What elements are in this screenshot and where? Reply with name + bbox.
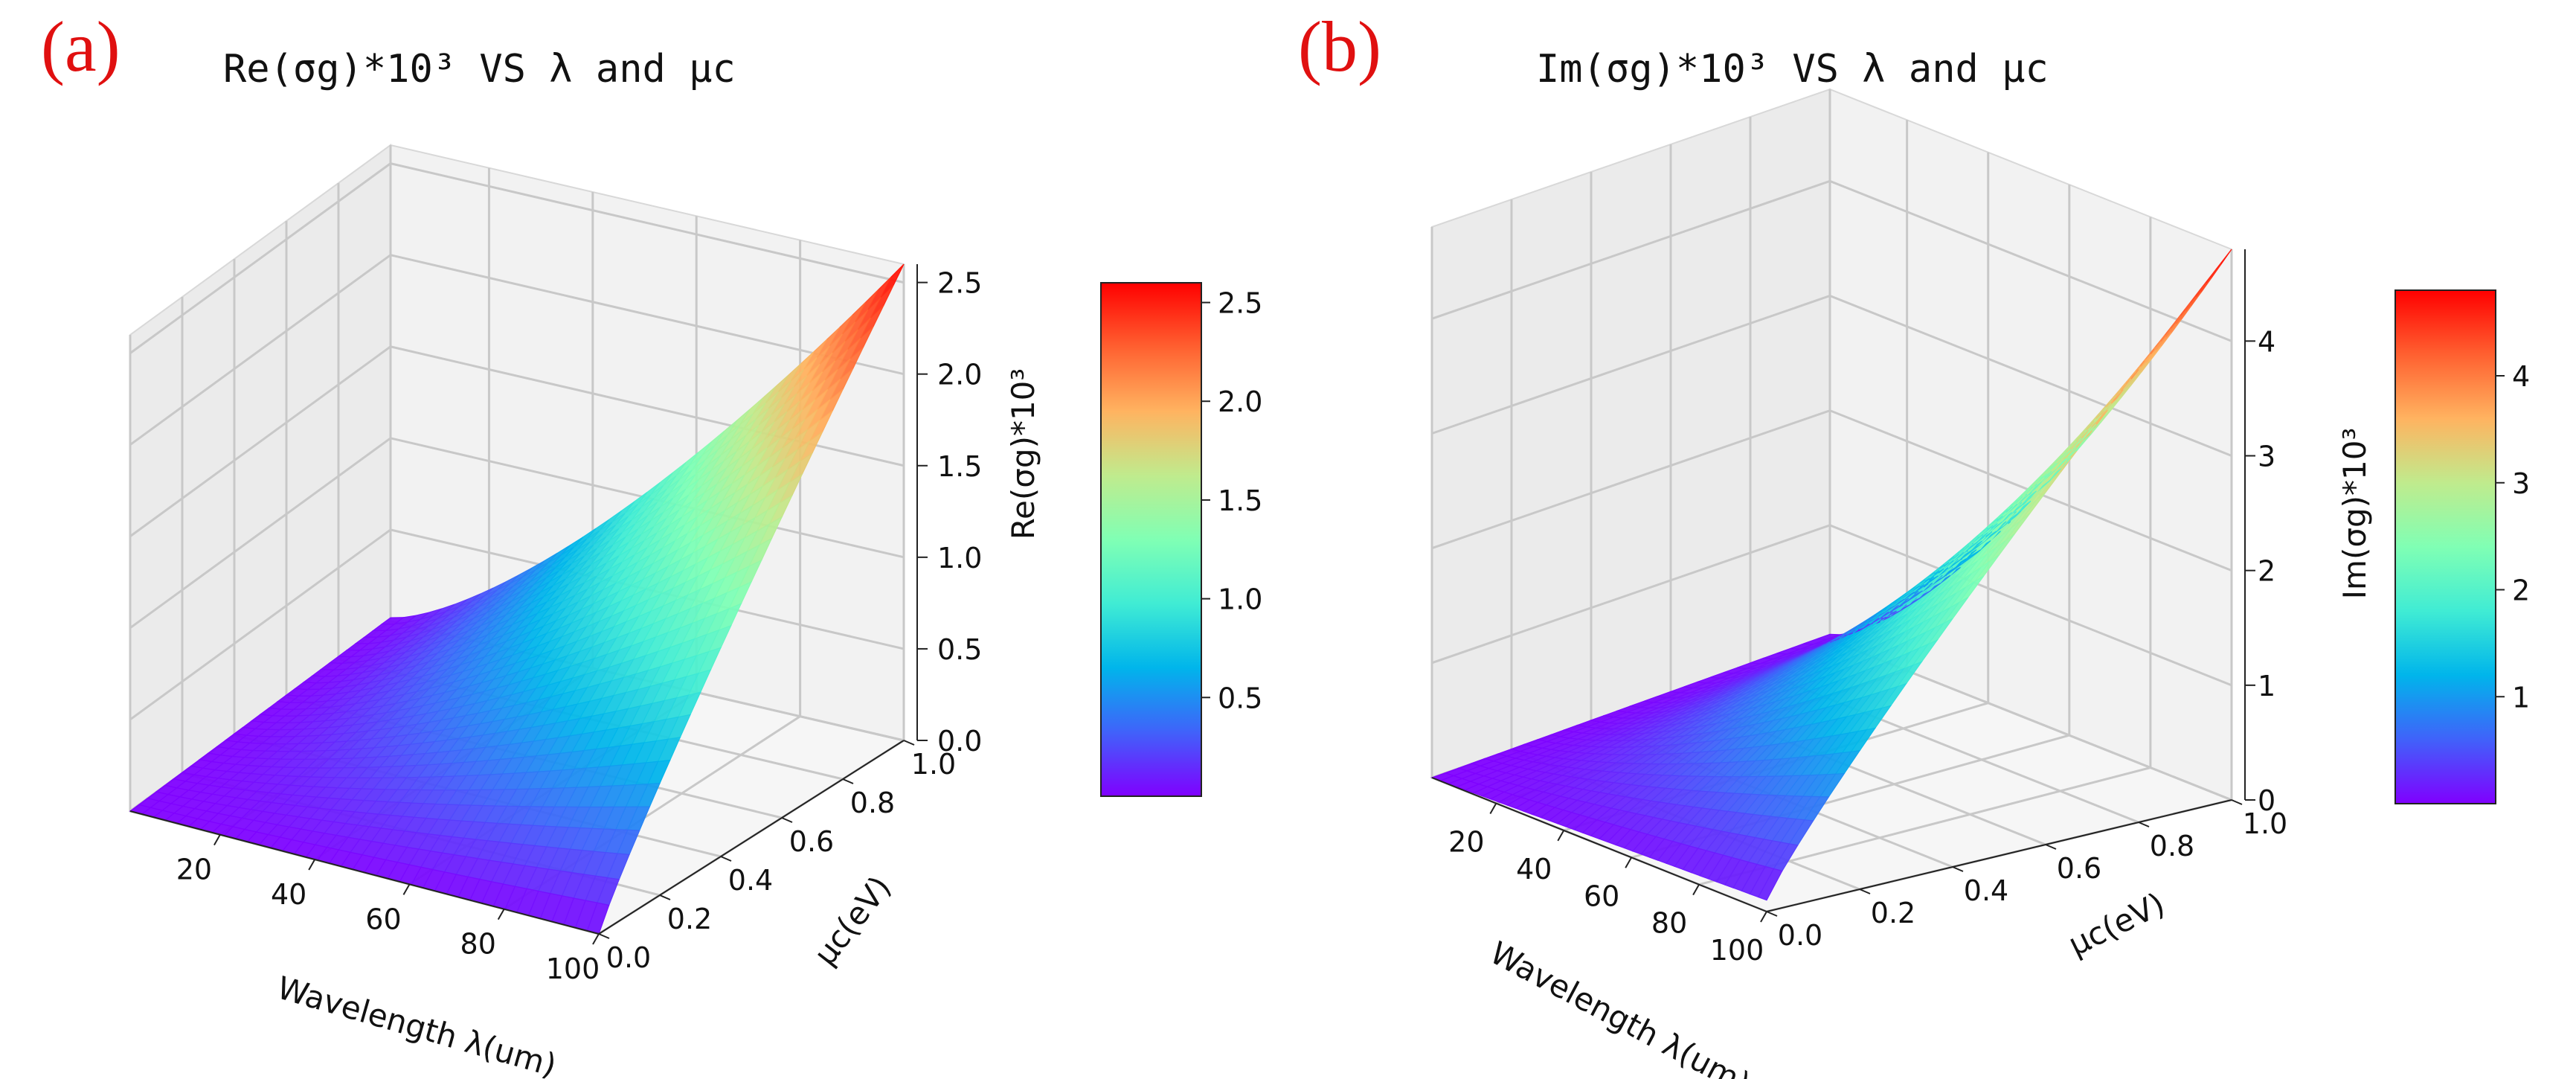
y-tick-label: 0.2 bbox=[1871, 897, 1915, 929]
colorbar-tick-label: 2.0 bbox=[1218, 385, 1262, 418]
x-tick-label: 60 bbox=[365, 903, 401, 935]
z-axis-label: Im(σg)*10³ bbox=[2336, 428, 2373, 600]
x-tick-label: 60 bbox=[1584, 880, 1619, 912]
y-tick-label: 0.6 bbox=[2057, 852, 2101, 885]
x-tick-label: 40 bbox=[1516, 853, 1552, 886]
chart-title: Re(σg)*10³ VS λ and μc bbox=[223, 47, 736, 92]
z-tick-label: 0.0 bbox=[937, 725, 982, 758]
x-tick-label: 20 bbox=[176, 854, 212, 886]
y-tick-label: 0.8 bbox=[2150, 830, 2194, 862]
y-tick-label: 1.0 bbox=[2243, 807, 2287, 840]
x-tick-mark bbox=[213, 834, 221, 846]
x-tick-mark bbox=[402, 883, 411, 895]
y-tick-mark bbox=[781, 817, 793, 823]
x-tick-label: 80 bbox=[1651, 907, 1687, 940]
colorbar-tick-label: 1.0 bbox=[1218, 583, 1262, 616]
x-axis-line bbox=[129, 810, 600, 935]
z-tick-label: 4 bbox=[2258, 325, 2275, 358]
y-tick-label: 0.0 bbox=[606, 941, 651, 974]
y-tick-label: 0.0 bbox=[1778, 919, 1822, 952]
x-tick-label: 80 bbox=[460, 928, 496, 961]
y-tick-label: 0.4 bbox=[1964, 874, 2008, 907]
z-tick-label: 1.0 bbox=[937, 542, 982, 574]
x-tick-mark bbox=[308, 859, 316, 871]
y-tick-mark bbox=[1952, 866, 1964, 872]
y-tick-mark bbox=[1859, 889, 1871, 894]
y-tick-label: 0.6 bbox=[789, 825, 834, 858]
panel-label: (b) bbox=[1298, 7, 1381, 86]
panel-label: (a) bbox=[41, 7, 121, 86]
colorbar-tick-label: 3 bbox=[2512, 467, 2530, 500]
colorbar-tick-label: 2.5 bbox=[1218, 287, 1262, 320]
y-tick-label: 0.2 bbox=[667, 903, 712, 935]
y-tick-mark bbox=[903, 740, 915, 746]
z-tick-label: 2.5 bbox=[937, 267, 982, 300]
colorbar bbox=[2394, 289, 2496, 804]
y-axis-label: μc(eV) bbox=[2063, 886, 2171, 963]
x-tick-label: 100 bbox=[1710, 934, 1764, 967]
colorbar-tick-label: 2 bbox=[2512, 574, 2530, 607]
colorbar-tick-label: 0.5 bbox=[1218, 682, 1262, 714]
z-tick-label: 0 bbox=[2258, 784, 2275, 817]
y-axis-line bbox=[1766, 799, 2232, 912]
y-axis-label: μc(eV) bbox=[806, 869, 898, 972]
z-tick-label: 0.5 bbox=[937, 633, 982, 666]
x-tick-mark bbox=[1489, 803, 1497, 815]
y-tick-mark bbox=[1766, 911, 1778, 917]
y-tick-mark bbox=[842, 778, 854, 784]
colorbar-tick-label: 4 bbox=[2512, 360, 2530, 393]
z-tick-label: 2.0 bbox=[937, 359, 982, 391]
x-tick-label: 20 bbox=[1448, 826, 1484, 859]
x-axis-label: Wavelength λ(um) bbox=[273, 970, 560, 1079]
x-tick-label: 100 bbox=[546, 952, 600, 985]
colorbar-tick-label: 1 bbox=[2512, 681, 2530, 714]
y-tick-label: 0.8 bbox=[850, 787, 895, 819]
colorbar-tick-label: 1.5 bbox=[1218, 484, 1262, 517]
y-tick-label: 0.4 bbox=[728, 864, 773, 897]
y-tick-mark bbox=[2138, 822, 2150, 827]
x-tick-mark bbox=[1625, 857, 1633, 868]
surface bbox=[1430, 249, 2232, 901]
y-axis-line bbox=[598, 740, 905, 935]
y-tick-label: 1.0 bbox=[911, 748, 956, 781]
chart-title: Im(σg)*10³ VS λ and μc bbox=[1536, 47, 2049, 92]
y-tick-mark bbox=[659, 894, 671, 900]
x-tick-mark bbox=[1557, 830, 1565, 842]
z-tick-label: 2 bbox=[2258, 555, 2275, 588]
x-tick-mark bbox=[497, 909, 505, 920]
x-tick-label: 40 bbox=[271, 878, 306, 911]
colorbar bbox=[1100, 282, 1202, 797]
y-tick-mark bbox=[720, 856, 732, 862]
z-axis-label: Re(σg)*10³ bbox=[1005, 368, 1041, 540]
z-tick-label: 1 bbox=[2258, 670, 2275, 702]
x-tick-mark bbox=[1760, 911, 1767, 923]
x-tick-mark bbox=[1692, 884, 1700, 896]
surface bbox=[129, 263, 905, 935]
y-tick-mark bbox=[2231, 799, 2243, 805]
surface-facet bbox=[1757, 868, 1783, 901]
z-tick-label: 3 bbox=[2258, 441, 2275, 473]
x-tick-mark bbox=[592, 933, 600, 945]
y-tick-mark bbox=[598, 933, 610, 939]
x-axis-line bbox=[1431, 777, 1767, 912]
z-tick-label: 1.5 bbox=[937, 450, 982, 483]
y-tick-mark bbox=[2045, 844, 2057, 850]
